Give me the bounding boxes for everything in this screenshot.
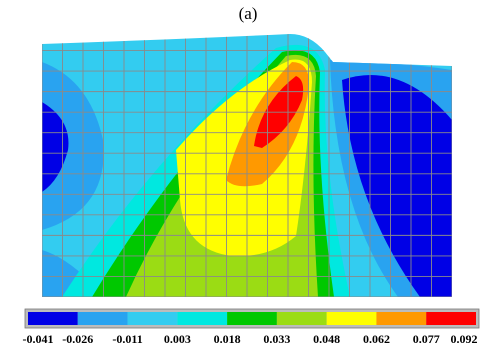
colorbar-tick-label: -0.011: [112, 332, 142, 346]
band-left-outer: [42, 62, 104, 230]
colorbar-tick-label: 0.018: [214, 332, 241, 346]
colorbar-tick-label: 0.003: [164, 332, 191, 346]
colorbar-tick-label: 0.062: [363, 332, 390, 346]
colorbar-tick-label: 0.077: [413, 332, 440, 346]
colorbar-tick-label: -0.041: [23, 332, 54, 346]
colorbar: [24, 308, 480, 329]
colorbar-swatch: [276, 312, 327, 325]
colorbar-swatch: [127, 312, 178, 325]
band-right-inner: [342, 75, 452, 297]
colorbar-tick-labels: -0.041 -0.026 -0.011 0.003 0.018 0.033 0.048 0.…: [23, 332, 478, 346]
colorbar-swatch: [227, 312, 277, 325]
colorbar-swatch: [177, 312, 228, 325]
colorbar-swatch: [376, 312, 427, 325]
mesh-grid: [42, 34, 452, 297]
colorbar-tick-label: 0.092: [451, 332, 478, 346]
colorbar-tick-label: 0.033: [263, 332, 290, 346]
colorbar-swatch: [77, 312, 128, 325]
colorbar-swatch: [326, 312, 377, 325]
panel-label: (a): [238, 4, 258, 23]
colorbar-swatch: [426, 312, 476, 325]
colorbar-swatch: [28, 312, 78, 325]
band-left-inner: [42, 102, 69, 192]
colorbar-tick-label: 0.048: [313, 332, 340, 346]
colorbar-tick-label: -0.026: [62, 332, 93, 346]
